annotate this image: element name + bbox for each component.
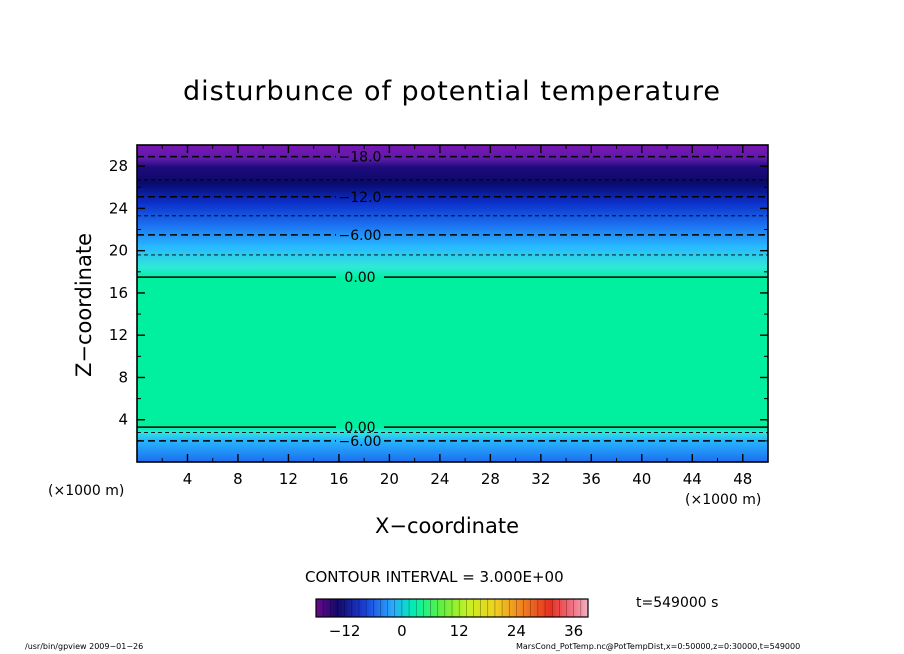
heatmap-field [137, 145, 768, 462]
y-axis-label: Z−coordinate [72, 233, 96, 377]
colorbar-tick-label: −12 [329, 622, 361, 640]
x-tick-label: 36 [582, 470, 601, 488]
x-tick-label: 28 [481, 470, 500, 488]
x-tick-label: 48 [733, 470, 752, 488]
y-tick-label: 4 [118, 411, 128, 429]
contour-label: −6.00 [339, 228, 382, 244]
contour-label: −6.00 [339, 434, 382, 450]
colorbar-frame [315, 598, 589, 618]
plot-frame [136, 144, 769, 463]
contour-label: −12.0 [339, 190, 382, 206]
time-stamp: t=549000 s [636, 595, 719, 611]
x-unit-right: (×1000 m) [685, 492, 762, 508]
x-tick-label: 12 [279, 470, 298, 488]
contour-layer: −18.0−12.0−6.000.000.00−6.00 [137, 150, 768, 450]
y-tick-label: 12 [109, 326, 128, 344]
colorbar-tick-label: 24 [507, 622, 526, 640]
x-tick-label: 44 [683, 470, 702, 488]
y-tick-label: 24 [109, 199, 128, 217]
footer-left: /usr/bin/gpview 2009−01−26 [25, 642, 144, 651]
colorbar-tick-label: 12 [450, 622, 469, 640]
x-tick-label: 16 [329, 470, 348, 488]
contour-interval: CONTOUR INTERVAL = 3.000E+00 [305, 568, 564, 586]
y-tick-label: 8 [118, 368, 128, 386]
colorbar-tick-label: 0 [397, 622, 407, 640]
x-tick-label: 40 [632, 470, 651, 488]
footer-right: MarsCond_PotTemp.nc@PotTempDist,x=0:5000… [516, 642, 801, 651]
x-tick-label: 8 [233, 470, 243, 488]
x-tick-label: 32 [531, 470, 550, 488]
y-tick-label: 28 [109, 157, 128, 175]
chart-title: disturbunce of potential temperature [183, 76, 721, 107]
y-tick-label: 20 [109, 242, 128, 260]
x-tick-label: 24 [430, 470, 449, 488]
x-axis-label: X−coordinate [375, 514, 519, 538]
colorbar: −12 0 12 24 36 [315, 598, 589, 640]
x-unit-left: (×1000 m) [48, 483, 125, 499]
contour-label: −18.0 [339, 150, 382, 166]
contour-label: 0.00 [344, 270, 375, 286]
y-tick-label: 16 [109, 284, 128, 302]
x-tick-label: 20 [380, 470, 399, 488]
x-tick-label: 4 [183, 470, 193, 488]
colorbar-tick-label: 36 [564, 622, 583, 640]
